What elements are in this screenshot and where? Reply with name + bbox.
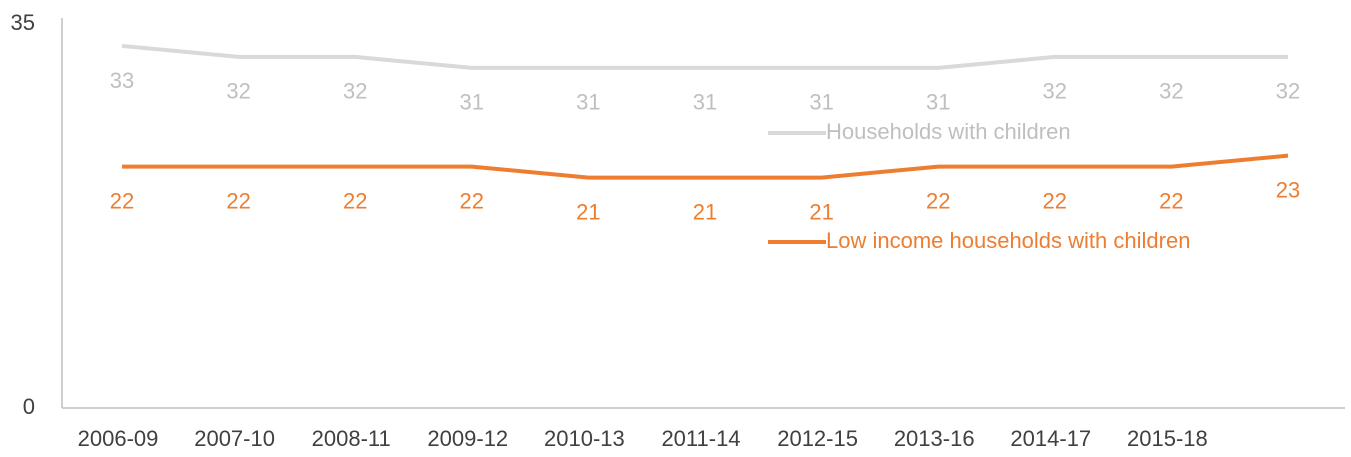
x-tick-label: 2006-09 bbox=[78, 426, 159, 451]
data-label: 31 bbox=[693, 90, 717, 115]
data-label: 22 bbox=[926, 188, 950, 213]
data-label: 31 bbox=[809, 90, 833, 115]
data-label: 21 bbox=[809, 199, 833, 224]
data-label: 22 bbox=[1159, 188, 1183, 213]
data-label: 31 bbox=[926, 90, 950, 115]
x-tick-label: 2010-13 bbox=[544, 426, 625, 451]
data-label: 21 bbox=[693, 199, 717, 224]
data-label: 31 bbox=[460, 90, 484, 115]
legend-label: Households with children bbox=[826, 119, 1071, 144]
x-tick-label: 2014-17 bbox=[1010, 426, 1091, 451]
data-label: 32 bbox=[226, 79, 250, 104]
legend-label: Low income households with children bbox=[826, 228, 1190, 253]
y-tick-label: 35 bbox=[11, 10, 35, 35]
data-label: 22 bbox=[1043, 188, 1067, 213]
x-tick-label: 2015-18 bbox=[1127, 426, 1208, 451]
data-label: 32 bbox=[343, 79, 367, 104]
data-label: 22 bbox=[343, 188, 367, 213]
data-label: 32 bbox=[1043, 79, 1067, 104]
data-label: 32 bbox=[1159, 79, 1183, 104]
data-label: 32 bbox=[1276, 79, 1300, 104]
data-label: 22 bbox=[226, 188, 250, 213]
x-tick-label: 2011-14 bbox=[661, 426, 740, 451]
x-tick-label: 2009-12 bbox=[427, 426, 508, 451]
data-label: 23 bbox=[1276, 177, 1300, 202]
data-label: 22 bbox=[460, 188, 484, 213]
series-line bbox=[121, 43, 1288, 70]
x-tick-label: 2013-16 bbox=[894, 426, 975, 451]
series-line bbox=[122, 153, 1289, 180]
data-label: 33 bbox=[110, 68, 134, 93]
y-tick-label: 0 bbox=[23, 394, 35, 419]
x-tick-label: 2008-11 bbox=[312, 426, 391, 451]
x-tick-label: 2012-15 bbox=[777, 426, 858, 451]
x-tick-label: 2007-10 bbox=[194, 426, 275, 451]
data-label: 21 bbox=[576, 199, 600, 224]
data-label: 31 bbox=[576, 90, 600, 115]
data-label: 22 bbox=[110, 188, 134, 213]
